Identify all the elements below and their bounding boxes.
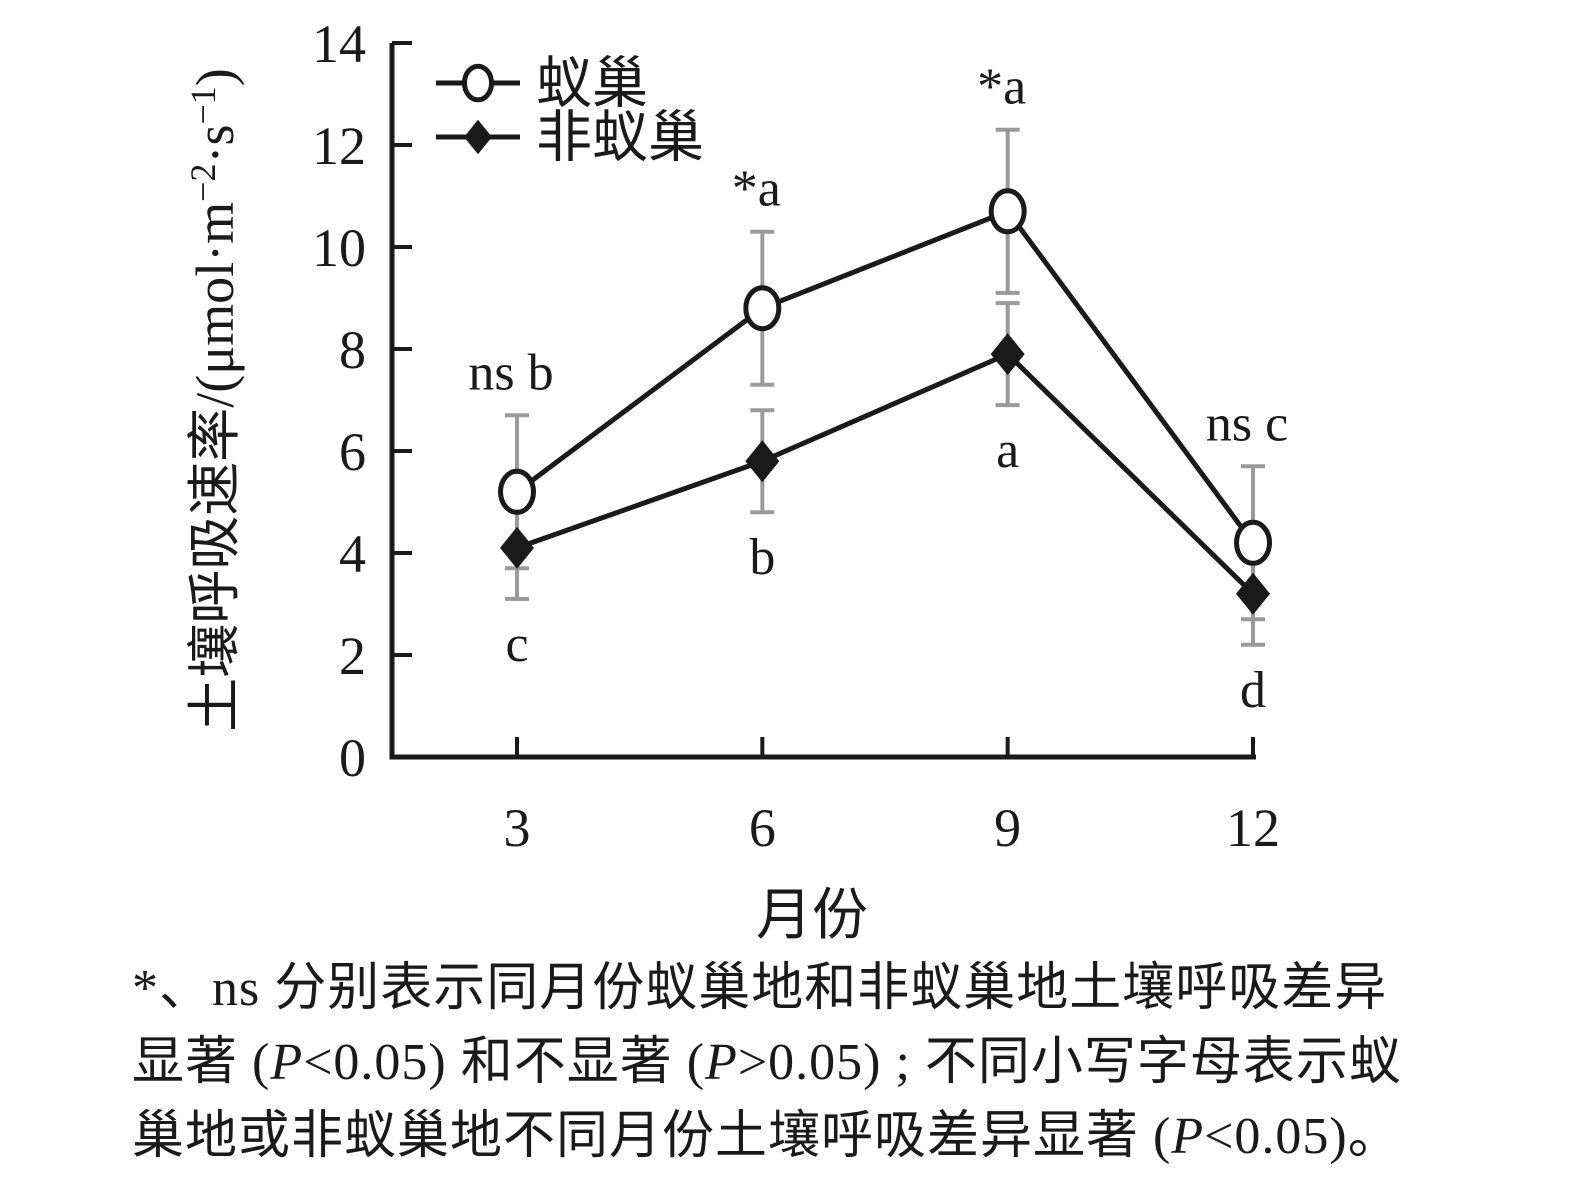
significance-label: ns b [468, 344, 553, 401]
significance-label: *a [977, 59, 1026, 116]
line-chart: 0 2 4 6 8 10 12 14 3 6 9 12 月份 土壤呼吸速率/(μmol·m−2·s−1) n… [183, 14, 1288, 947]
footnote-text: 巢地或非蚁巢地不同月份土壤呼吸差异显著 ( [132, 1108, 1172, 1165]
legend-marker-antnest [461, 63, 495, 103]
y-axis-tick-label: 10 [312, 218, 366, 278]
letter-label: c [505, 616, 528, 673]
significance-label: *a [732, 161, 781, 218]
footnote-text: <0.05) 和不显著 ( [303, 1034, 706, 1091]
y-axis-tick-label: 14 [312, 14, 366, 74]
series-line-non-antnest [516, 351, 1255, 596]
legend-label-non-antnest: 非蚁巢 [536, 108, 704, 170]
x-axis-tick-label: 9 [994, 798, 1021, 858]
data-point-antnest [988, 188, 1027, 235]
y-axis-tick-label: 12 [312, 116, 366, 176]
significance-label: ns c [1206, 395, 1288, 452]
x-axis-title: 月份 [756, 885, 868, 947]
y-axis-tick-label: 0 [339, 728, 366, 788]
footnote-text: <0.05)。 [1204, 1108, 1401, 1165]
legend-label-antnest: 蚁巢 [536, 54, 648, 116]
data-point-antnest [1234, 519, 1272, 566]
footnote-italic-p: P [1171, 1108, 1205, 1165]
x-axis-tick-label: 6 [749, 798, 776, 858]
footnote-italic-p: P [270, 1034, 304, 1091]
legend-marker-non-antnest [464, 119, 492, 155]
footnote-italic-p: P [705, 1034, 738, 1091]
data-point-non-antnest [990, 333, 1025, 376]
y-axis-title: 土壤呼吸速率/(μmol·m−2·s−1) [183, 68, 245, 732]
axes-frame [389, 43, 1256, 760]
data-point-antnest [743, 285, 782, 332]
series-line-antnest [515, 208, 1256, 545]
footnote-text: 显著 ( [132, 1034, 271, 1091]
data-point-non-antnest [1236, 572, 1270, 615]
footnote-text: *、ns 分别表示同月份蚁巢地和非蚁巢地土壤呼吸差异 [132, 960, 1388, 1017]
y-axis-tick-label: 2 [339, 626, 366, 686]
y-axis-tick-label: 8 [339, 320, 366, 380]
data-point-non-antnest [500, 526, 534, 569]
x-axis-tick-label: 3 [504, 798, 531, 858]
y-axis-tick-label: 6 [339, 422, 366, 482]
footnote-text: >0.05) ; 不同小写字母表示蚁 [737, 1034, 1402, 1091]
footnote: *、ns 分别表示同月份蚁巢地和非蚁巢地土壤呼吸差异 显著 (P<0.05) 和不… [132, 952, 1492, 1174]
footnote-line: 显著 (P<0.05) 和不显著 (P>0.05) ; 不同小写字母表示蚁 [132, 1026, 1492, 1100]
footnote-line: *、ns 分别表示同月份蚁巢地和非蚁巢地土壤呼吸差异 [132, 952, 1492, 1026]
footnote-line: 巢地或非蚁巢地不同月份土壤呼吸差异显著 (P<0.05)。 [132, 1100, 1492, 1174]
x-axis-tick-label: 12 [1226, 798, 1280, 858]
letter-label: d [1240, 662, 1266, 719]
letter-label: b [749, 529, 775, 586]
data-point-antnest [498, 468, 536, 515]
data-point-non-antnest [745, 440, 780, 483]
letter-label: a [996, 422, 1019, 479]
y-axis-tick-label: 4 [339, 524, 366, 584]
